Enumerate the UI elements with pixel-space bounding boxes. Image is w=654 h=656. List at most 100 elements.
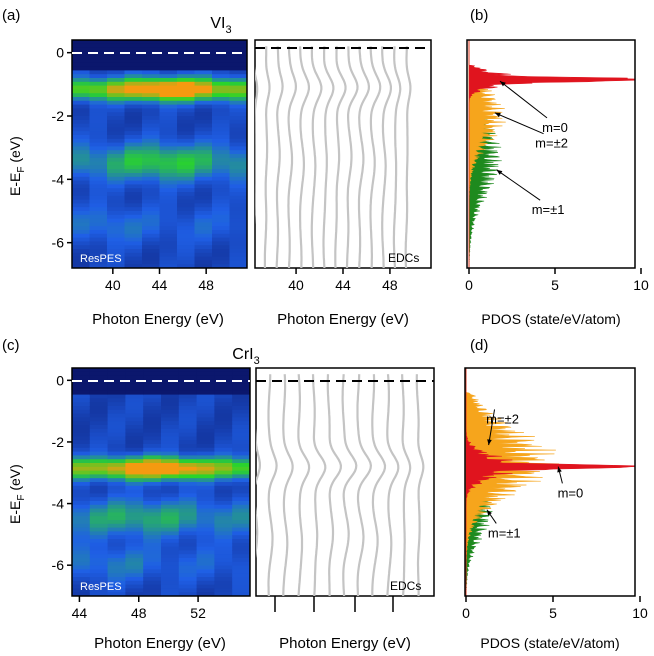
heatmap-cell: [161, 565, 180, 570]
heatmap-cell: [212, 203, 231, 208]
heatmap-cell: [161, 531, 180, 536]
heatmap-cell: [196, 394, 215, 399]
heatmap-cell: [161, 546, 180, 551]
edc-curve: [392, 46, 402, 268]
heatmap-cell: [125, 440, 144, 445]
heatmap-cell: [196, 482, 215, 487]
heatmap-cell: [72, 43, 91, 49]
heatmap-cell: [142, 192, 161, 197]
heatmap-cell: [89, 100, 108, 106]
heatmap-cell: [196, 466, 215, 472]
heatmap-cell: [124, 165, 143, 170]
heatmap-cell: [89, 542, 109, 548]
heatmap-cell: [72, 444, 91, 449]
heatmap-cell: [194, 89, 213, 94]
heatmap-cell: [89, 463, 109, 468]
heatmap-cell: [161, 406, 180, 411]
heatmap-cell: [142, 66, 161, 71]
heatmap-cell: [142, 55, 161, 60]
heatmap-cell: [107, 252, 126, 258]
heatmap-cell: [229, 66, 247, 71]
heatmap-cell: [178, 459, 198, 464]
heatmap-cell: [196, 375, 215, 380]
x-tick-label: 48: [382, 277, 398, 293]
heatmap-cell: [107, 211, 126, 216]
heatmap-cell: [124, 195, 143, 201]
heatmap-cell: [178, 531, 198, 536]
x-tick-label: 5: [551, 277, 559, 293]
heatmap-cell: [196, 432, 215, 437]
heatmap-cell: [159, 112, 178, 117]
heatmap-cell: [232, 558, 250, 563]
heatmap-cell: [229, 169, 247, 174]
heatmap-cell: [178, 550, 198, 555]
heatmap-cell: [107, 199, 126, 204]
heatmap-cell: [89, 459, 109, 464]
heatmap-cell: [143, 402, 162, 407]
heatmap-cell: [107, 402, 126, 407]
heatmap-cell: [196, 523, 215, 529]
heatmap-cell: [232, 466, 250, 472]
heatmap-cell: [89, 135, 108, 140]
heatmap-cell: [161, 508, 180, 513]
heatmap-cell: [177, 237, 196, 242]
heatmap-cell: [214, 394, 233, 399]
heatmap-cell: [196, 390, 215, 396]
heatmap-cell: [214, 451, 233, 456]
heatmap-cell: [178, 542, 198, 548]
heatmap-cell: [72, 368, 91, 373]
heatmap-cell: [161, 554, 180, 559]
heatmap-cell: [142, 249, 161, 254]
heatmap-cell: [159, 241, 178, 246]
heatmap-cell: [229, 165, 247, 170]
heatmap-cell: [125, 474, 144, 479]
heatmap-cell: [89, 451, 109, 456]
heatmap-cell: [159, 252, 178, 258]
heatmap-cell: [72, 195, 91, 201]
heatmap-cell: [177, 264, 196, 268]
heatmap-cell: [229, 256, 247, 261]
heatmap-cell: [124, 233, 143, 239]
heatmap-cell: [142, 116, 161, 121]
heatmap-cell: [178, 440, 198, 445]
heatmap-cell: [124, 66, 143, 71]
heatmap-cell: [124, 241, 143, 246]
heatmap-cell: [107, 81, 126, 87]
heatmap-cell: [229, 89, 247, 94]
heatmap-cell: [124, 264, 143, 268]
heatmap-cell: [194, 66, 213, 71]
heatmap-cell: [107, 59, 126, 64]
heatmap-cell: [159, 173, 178, 178]
heatmap-cell: [214, 542, 233, 548]
heatmap-cell: [159, 47, 178, 52]
x-axis-label-b: PDOS (state/eV/atom): [481, 311, 620, 327]
heatmap-cell: [229, 59, 247, 64]
heatmap-cell: [161, 428, 180, 434]
heatmap-cell: [177, 74, 196, 79]
annotation-arrow: [488, 409, 496, 446]
heatmap-cell: [194, 70, 213, 75]
heatmap-cell: [107, 150, 126, 155]
heatmap-cell: [196, 584, 215, 589]
heatmap-cell: [72, 66, 91, 71]
heatmap-cell: [72, 74, 91, 79]
heatmap-cell: [196, 417, 215, 422]
annotation-arrowhead: [494, 112, 501, 118]
heatmap-cell: [229, 97, 247, 102]
heatmap-cell: [214, 387, 233, 392]
heatmap-cell: [124, 207, 143, 212]
heatmap-cell: [125, 428, 144, 434]
heatmap-cell: [89, 188, 108, 193]
heatmap-cell: [196, 459, 215, 464]
heatmap-cell: [159, 85, 178, 90]
heatmap-cell: [72, 256, 91, 261]
heatmap-cell: [194, 207, 213, 212]
heatmap-cell: [194, 157, 213, 163]
heatmap-cell: [196, 580, 215, 586]
heatmap-cell: [72, 501, 91, 506]
heatmap-cell: [89, 252, 108, 258]
heatmap-cell: [142, 142, 161, 147]
heatmap-cell: [229, 62, 247, 68]
heatmap-cell: [196, 508, 215, 513]
heatmap-cell: [214, 371, 233, 377]
